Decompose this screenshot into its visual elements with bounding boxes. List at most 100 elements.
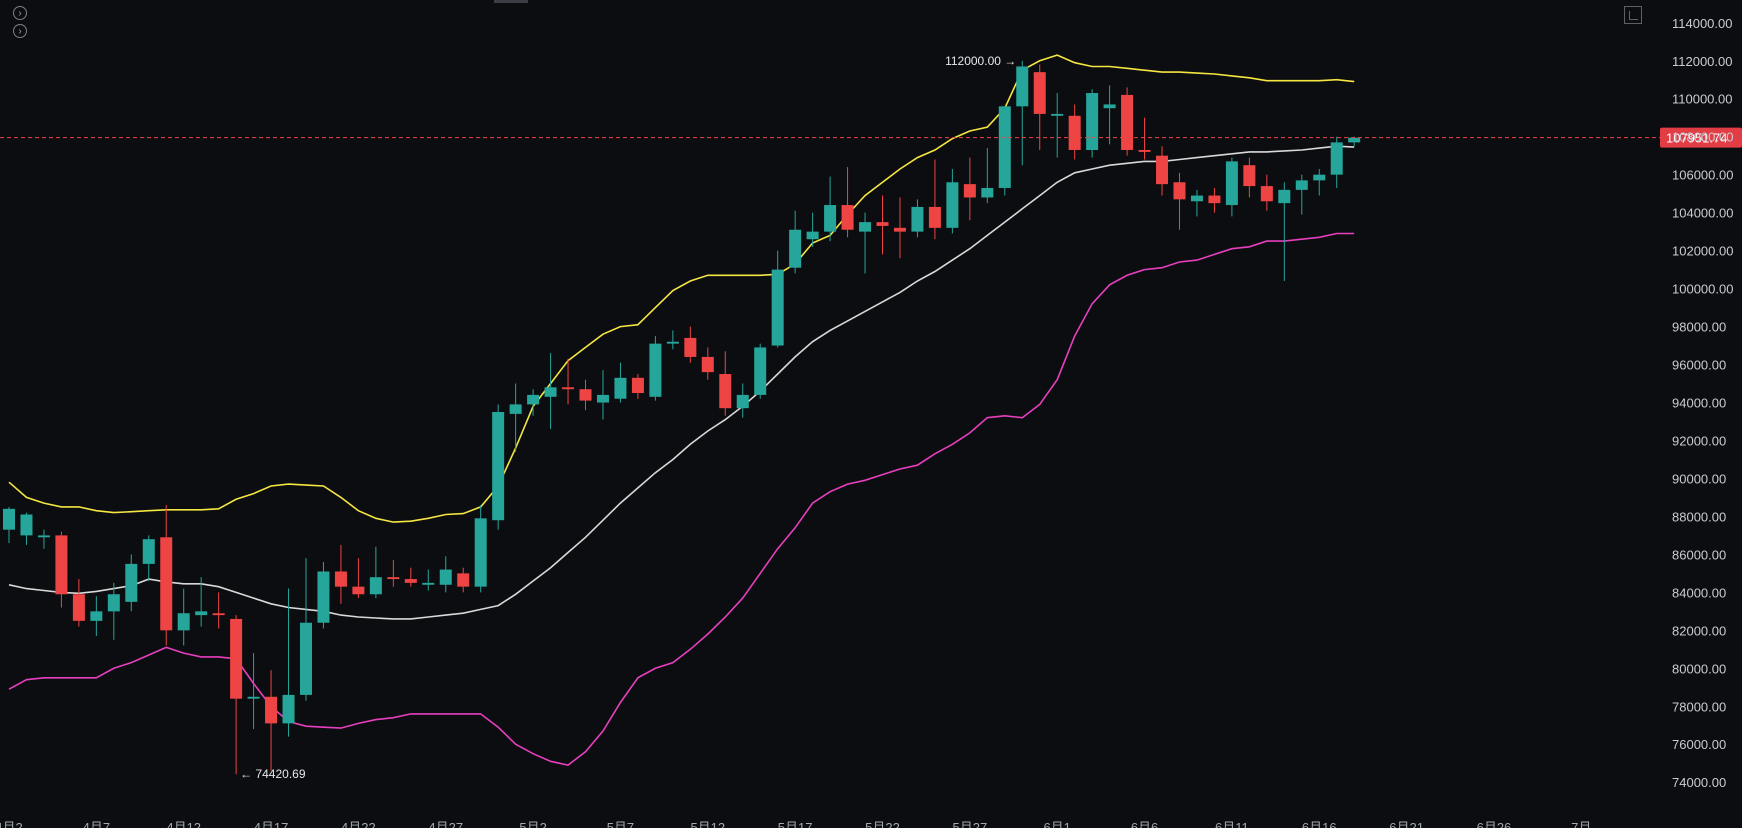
candles — [3, 60, 1361, 775]
expand-icon[interactable]: › — [13, 6, 27, 20]
last-price-label: 107951.74 — [1666, 131, 1727, 146]
middle-band-line — [8, 145, 1355, 620]
y-tick-label: 100000.00 — [1672, 282, 1733, 297]
candle-body — [1190, 195, 1203, 202]
fullscreen-icon[interactable] — [1624, 6, 1642, 24]
y-tick-label: 74000.00 — [1672, 775, 1726, 790]
candle-body — [736, 394, 749, 409]
candle-body — [1033, 72, 1046, 114]
candle-body — [212, 613, 225, 616]
candle-body — [160, 537, 173, 631]
candle-body — [1173, 182, 1186, 200]
candle-body — [963, 184, 976, 198]
candle-body — [492, 411, 505, 521]
lower-band-line — [8, 232, 1355, 766]
y-tick-label: 78000.00 — [1672, 699, 1726, 714]
candle-body — [20, 514, 33, 536]
candle-body — [911, 206, 924, 232]
candle-body — [457, 573, 470, 587]
y-tick-label: 86000.00 — [1672, 547, 1726, 562]
x-tick-label: 4月12 — [166, 820, 201, 828]
candle-body — [824, 205, 837, 232]
candle-body — [1086, 93, 1099, 150]
annotations: 112000.00 → ← 74420.69 — [240, 54, 1016, 781]
candle-body — [1225, 161, 1238, 206]
candle-body — [1348, 137, 1361, 143]
x-tick-label: 5月27 — [952, 820, 987, 828]
y-tick-label: 106000.00 — [1672, 168, 1733, 183]
candle-body — [334, 571, 347, 587]
candle-body — [946, 182, 959, 228]
candle-body — [1121, 94, 1134, 150]
candle-body — [649, 343, 662, 397]
x-tick-label: 6月26 — [1477, 820, 1512, 828]
candle-body — [806, 231, 819, 240]
y-tick-label: 96000.00 — [1672, 358, 1726, 373]
candle-body — [422, 582, 435, 585]
candle-body — [509, 404, 522, 414]
candle-body — [1313, 174, 1326, 181]
candle-body — [1156, 155, 1169, 185]
x-tick-label: 6月6 — [1131, 820, 1158, 828]
candle-body — [387, 577, 400, 580]
y-tick-label: 94000.00 — [1672, 396, 1726, 411]
candle-body — [527, 394, 540, 405]
y-tick-label: 104000.00 — [1672, 206, 1733, 221]
candle-body — [474, 518, 487, 587]
candle-body — [596, 394, 609, 403]
candle-body — [72, 594, 85, 621]
candle-body — [1103, 104, 1116, 109]
candle-body — [1260, 186, 1273, 202]
y-tick-label: 80000.00 — [1672, 661, 1726, 676]
candle-body — [230, 618, 243, 699]
candle-body — [439, 569, 452, 585]
candle-body — [1051, 113, 1064, 116]
candle-body — [282, 694, 295, 724]
y-tick-label: 84000.00 — [1672, 585, 1726, 600]
candle-body — [265, 696, 278, 724]
y-tick-label: 92000.00 — [1672, 433, 1726, 448]
candle-body — [544, 387, 557, 397]
candle-body — [998, 106, 1011, 188]
candle-body — [859, 222, 872, 232]
x-axis: 4月2 4月7 4月12 4月17 4月22 4月27 5月2 5月7 5月12 5月17 5月22… — [0, 820, 1591, 828]
candle-body — [3, 508, 15, 530]
y-tick-label: 98000.00 — [1672, 320, 1726, 335]
candle-body — [107, 594, 120, 612]
x-tick-label: 5月12 — [690, 820, 725, 828]
x-tick-label: 7月 — [1571, 820, 1591, 828]
candle-body — [369, 577, 382, 595]
y-tick-label: 110000.00 — [1672, 92, 1733, 107]
x-tick-label: 4月22 — [341, 820, 376, 828]
candle-body — [352, 586, 365, 595]
x-tick-label: 5月22 — [865, 820, 900, 828]
candle-body — [247, 696, 260, 699]
candle-body — [928, 206, 941, 228]
x-tick-label: 6月16 — [1302, 820, 1337, 828]
x-tick-label: 5月17 — [778, 820, 813, 828]
candle-body — [317, 571, 330, 623]
candle-body — [562, 387, 575, 390]
x-tick-label: 5月7 — [607, 820, 634, 828]
candle-body — [771, 269, 784, 346]
candle-body — [1208, 195, 1221, 204]
candle-body — [299, 622, 312, 695]
y-tick-label: 88000.00 — [1672, 509, 1726, 524]
high-price-annotation: 112000.00 → — [945, 54, 1016, 68]
y-tick-label: 76000.00 — [1672, 737, 1726, 752]
expand-icon-secondary[interactable]: › — [13, 24, 27, 38]
candle-body — [1068, 115, 1081, 150]
candle-body — [404, 579, 417, 583]
last-price-tag — [1660, 127, 1742, 148]
candle-body — [684, 337, 697, 357]
candle-body — [1330, 142, 1343, 175]
candle-body — [754, 347, 767, 395]
x-tick-label: 6月11 — [1215, 820, 1249, 828]
x-tick-label: 6月1 — [1043, 820, 1070, 828]
last-price-line: 107951.74 — [0, 127, 1742, 148]
candle-body — [1016, 66, 1029, 107]
x-tick-label: 5月2 — [519, 820, 546, 828]
candle-body — [631, 377, 644, 394]
upper-band-line — [8, 54, 1355, 523]
